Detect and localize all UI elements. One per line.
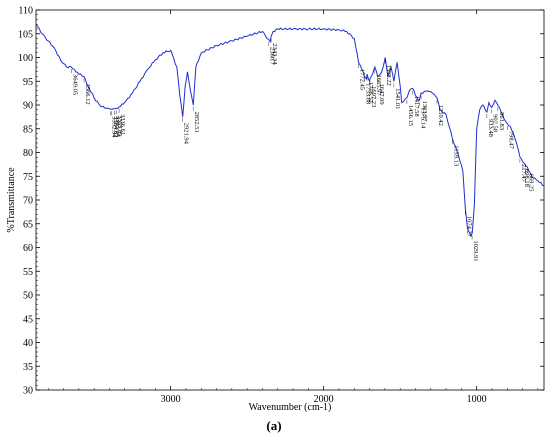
peak-label: 1456.15 (407, 105, 414, 126)
peak-label: 717.47 (520, 164, 527, 183)
peak-label: 1029.91 (472, 240, 479, 261)
peak-label: 2852.51 (193, 112, 200, 133)
peak-labels: 3649.05 3566.12 3392.343384.823365.543355.… (71, 38, 534, 262)
y-tick-label: 105 (18, 29, 33, 40)
x-axis-ticks: 3000 2000 1000 (47, 10, 539, 405)
y-axis-ticks: 30 35 40 45 50 55 60 65 70 75 80 85 90 95 100 105 110 (18, 6, 544, 397)
y-tick-label: 90 (23, 101, 33, 112)
y-tick-label: 40 (23, 338, 33, 349)
x-tick-label: 1000 (467, 394, 487, 405)
peak-label: 933.48 (487, 119, 494, 137)
y-tick-label: 60 (23, 243, 33, 254)
y-tick-label: 95 (23, 77, 33, 88)
y-tick-label: 35 (23, 362, 33, 373)
peak-label: 3566.12 (84, 84, 91, 105)
peak-label: 1363.57 (421, 101, 428, 123)
peak-label: 1259.42 (437, 105, 444, 126)
y-tick-label: 30 (23, 386, 33, 397)
y-tick-label: 80 (23, 148, 33, 159)
y-tick-label: 55 (23, 267, 33, 278)
peak-label: 1647.09 (378, 83, 385, 104)
y-tick-label: 110 (18, 6, 33, 17)
peak-label: 3336.61 (119, 114, 126, 135)
x-axis-title: Wavenumber (cm-1) (249, 402, 332, 413)
spectrum-line (35, 24, 545, 237)
peak-label: 902.58 (492, 114, 499, 132)
x-tick-label: 3000 (161, 394, 181, 405)
peak-label: 798.47 (508, 131, 515, 150)
y-tick-label: 70 (23, 196, 33, 207)
y-tick-label: 100 (18, 53, 33, 64)
peak-label: 2343.34 (271, 43, 278, 65)
peak-label: 3384.82 (112, 116, 119, 137)
peak-label: 861.83 (498, 112, 505, 130)
y-tick-label: 50 (23, 291, 33, 302)
y-tick-label: 65 (23, 219, 33, 230)
peak-label: 1716.52 (367, 82, 374, 103)
peak-label: 698.18 (523, 169, 530, 187)
peak-label: 2921.94 (183, 123, 190, 145)
peak-label: 1733.88 (364, 83, 371, 104)
peak-label: 1375.14 (419, 107, 426, 129)
plot-area (35, 9, 545, 391)
peak-label: 1159.13 (452, 145, 459, 166)
peak-label: 3392.34 (111, 116, 118, 138)
y-tick-label: 85 (23, 124, 33, 135)
y-axis-title: %Transmittance (6, 167, 17, 233)
peak-label: 3649.05 (71, 74, 78, 95)
peak-label: 1074.27 (465, 216, 472, 238)
peak-label: 1541.01 (394, 88, 401, 109)
peak-label: 3365.54 (115, 116, 122, 138)
peak-label: 2360.7 (268, 47, 275, 66)
peak-label: 1417.58 (413, 95, 420, 116)
peak-label: 1697.23 (370, 86, 377, 107)
y-tick-label: 75 (23, 172, 33, 183)
panel-label: (a) (266, 418, 281, 433)
x-tick-label: 2000 (314, 394, 334, 405)
peak-label: 1665.97 (375, 74, 382, 96)
peak-label: 669.25 (527, 174, 534, 192)
peak-label: 3355.89 (116, 115, 123, 136)
peak-label: 1772.45 (359, 69, 366, 90)
peak-label: 1598.22 (385, 65, 392, 86)
y-tick-label: 45 (23, 314, 33, 325)
